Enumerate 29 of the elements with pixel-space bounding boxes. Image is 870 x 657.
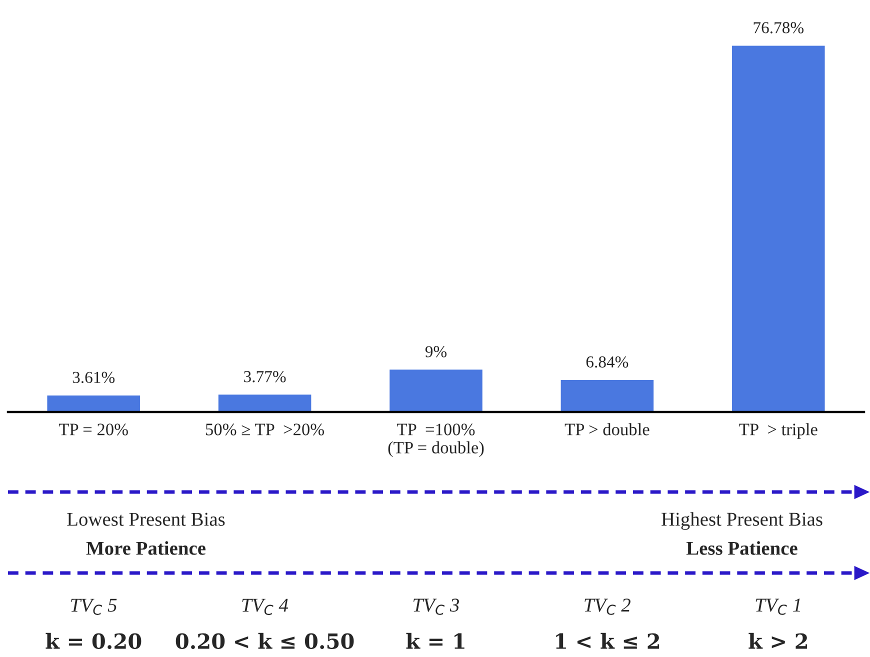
data-label: 6.84% [586, 356, 628, 368]
data-label: 9% [425, 346, 447, 358]
text: k = 1 [406, 632, 464, 649]
bar [559, 378, 655, 412]
text: TV$_{C}$ 4 [242, 598, 288, 616]
text: TV$_{C}$ 5 [71, 598, 117, 615]
x-tick-label: TP > triple [739, 423, 818, 439]
text: 1 < k ≤ 2 [556, 632, 660, 649]
x-tick-label: TP = 20% [58, 424, 128, 436]
text: Highest Present Bias [662, 512, 822, 530]
x-tick-label: 50% ≥ TP >20% [206, 424, 324, 436]
x-tick-label: TP > double [564, 423, 650, 436]
text: More Patience [86, 541, 206, 555]
bar [730, 44, 826, 412]
text: TV$_{C}$ 2 [584, 598, 630, 615]
data-label: 3.77% [244, 371, 286, 382]
x-tick-label: TP =100% (TP = double) [388, 424, 484, 458]
text: TV$_{C}$ 1 [756, 598, 800, 615]
data-label: 76.78% [754, 22, 804, 34]
bar [46, 394, 142, 412]
data-label: 3.61% [72, 372, 115, 384]
text: 0.20 < k ≤ 0.50 [176, 632, 354, 650]
text: Less Patience [686, 541, 798, 555]
text: k = 0.20 [46, 632, 142, 650]
bar [388, 368, 484, 412]
text: Lowest Present Bias [67, 512, 225, 526]
bar [217, 393, 313, 412]
text: TV$_{C}$ 3 [413, 598, 460, 615]
text: k > 2 [748, 632, 807, 649]
